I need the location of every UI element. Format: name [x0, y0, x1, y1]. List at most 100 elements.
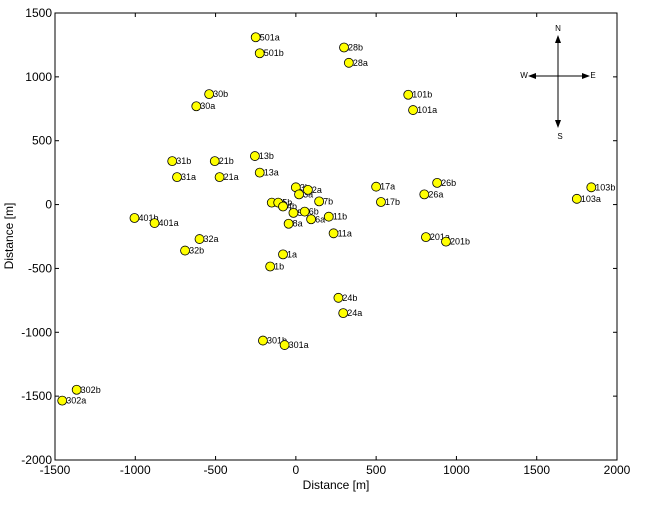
- data-point: [278, 249, 288, 260]
- compass-w-label: W: [520, 71, 528, 80]
- data-point: [571, 193, 582, 204]
- data-point: [408, 105, 418, 115]
- y-tick-label: 1500: [25, 6, 52, 20]
- point-label: 26a: [428, 189, 443, 199]
- x-axis-label: Distance [m]: [303, 478, 370, 492]
- data-point: [288, 207, 299, 218]
- data-point: [302, 184, 313, 195]
- data-point: [323, 211, 334, 222]
- data-points: 501a 501b 28b 28a 30b 30a 101b 101a 13b 13a 31b 31a…: [57, 32, 615, 406]
- data-point: [254, 48, 265, 59]
- point-label: 24b: [342, 293, 357, 303]
- y-tick-label: -1500: [21, 389, 52, 403]
- compass-e-label: E: [590, 71, 595, 80]
- y-tick-label: 0: [45, 198, 52, 212]
- data-point: [328, 228, 339, 239]
- data-point: [191, 101, 202, 112]
- y-axis-label: Distance [m]: [2, 203, 16, 270]
- point-label: 7b: [323, 196, 333, 206]
- compass-n-label: N: [555, 24, 561, 33]
- data-point: [204, 89, 215, 99]
- data-point: [421, 232, 431, 243]
- point-label: 26b: [441, 178, 456, 188]
- point-label: 302a: [66, 396, 86, 406]
- point-label: 32b: [189, 246, 204, 256]
- data-point: [283, 218, 294, 229]
- data-point: [265, 261, 276, 272]
- data-point: [71, 384, 82, 395]
- point-label: 6b: [309, 207, 319, 217]
- data-point: [333, 292, 344, 303]
- point-label: 30a: [200, 101, 215, 111]
- point-label: 31a: [181, 172, 196, 182]
- point-label: 501a: [260, 32, 280, 42]
- y-axis: -2000 -1500 -1000 -500 0 500 1000 1500: [21, 6, 617, 467]
- data-point: [339, 42, 349, 53]
- point-label: 1a: [287, 249, 297, 259]
- x-tick-label: -1500: [40, 463, 71, 477]
- point-label: 4b: [287, 201, 297, 211]
- point-label: 13b: [259, 151, 274, 161]
- compass-rose: N S W E: [520, 24, 595, 141]
- x-tick-label: 500: [366, 463, 386, 477]
- compass-n-arrowhead: [555, 35, 561, 43]
- point-label: 28a: [353, 58, 368, 68]
- point-label: 501b: [264, 48, 284, 58]
- point-label: 103b: [595, 182, 615, 192]
- point-label: 17a: [380, 182, 395, 192]
- x-axis: -1500 -1000 -500 0 500 1000 1500 2000: [40, 13, 631, 477]
- data-point: [129, 213, 140, 223]
- point-label: 103a: [581, 194, 601, 204]
- point-label: 301a: [289, 340, 309, 350]
- x-tick-label: -500: [204, 463, 228, 477]
- data-point: [278, 201, 288, 212]
- data-point: [314, 196, 325, 207]
- data-point: [172, 172, 182, 183]
- data-point: [376, 197, 386, 207]
- y-tick-label: -1000: [21, 325, 52, 339]
- data-point: [441, 236, 451, 247]
- data-point: [149, 218, 160, 228]
- y-tick-label: 500: [32, 134, 52, 148]
- compass-s-arrowhead: [555, 120, 561, 128]
- point-label: 32a: [204, 234, 219, 244]
- point-label: 28b: [348, 42, 363, 52]
- point-label: 24a: [347, 308, 362, 318]
- data-point: [299, 206, 310, 217]
- data-point: [258, 335, 268, 346]
- compass-s-label: S: [557, 132, 562, 141]
- data-point: [586, 182, 597, 193]
- point-label: 6a: [315, 214, 325, 224]
- data-point: [209, 156, 220, 167]
- x-tick-label: 1500: [523, 463, 550, 477]
- data-point: [371, 181, 382, 192]
- point-label: 30b: [213, 89, 228, 99]
- x-tick-label: 2000: [604, 463, 631, 477]
- data-point: [403, 89, 414, 100]
- point-label: 5b: [282, 198, 292, 208]
- point-label: 8a: [293, 219, 303, 229]
- data-point: [250, 151, 260, 161]
- point-label: 301b: [267, 336, 287, 346]
- point-label: 11b: [333, 212, 347, 222]
- data-point: [343, 57, 354, 68]
- data-point: [57, 395, 68, 406]
- data-point: [254, 167, 265, 178]
- y-tick-label: 1000: [25, 70, 52, 84]
- point-label: 21b: [219, 156, 234, 166]
- point-label: 101b: [412, 90, 432, 100]
- point-label: 2a: [312, 185, 322, 195]
- compass-w-arrowhead: [528, 73, 536, 79]
- x-tick-label: 1000: [443, 463, 470, 477]
- point-label: 31b: [176, 156, 191, 166]
- point-label: 1b: [274, 262, 284, 272]
- point-label: 17b: [385, 197, 400, 207]
- point-label: 201b: [450, 237, 470, 247]
- point-label: 401a: [159, 218, 179, 228]
- data-point: [180, 245, 190, 256]
- point-label: 21a: [224, 172, 239, 182]
- data-point: [419, 189, 430, 200]
- y-tick-label: -500: [28, 261, 52, 275]
- data-point: [167, 156, 178, 167]
